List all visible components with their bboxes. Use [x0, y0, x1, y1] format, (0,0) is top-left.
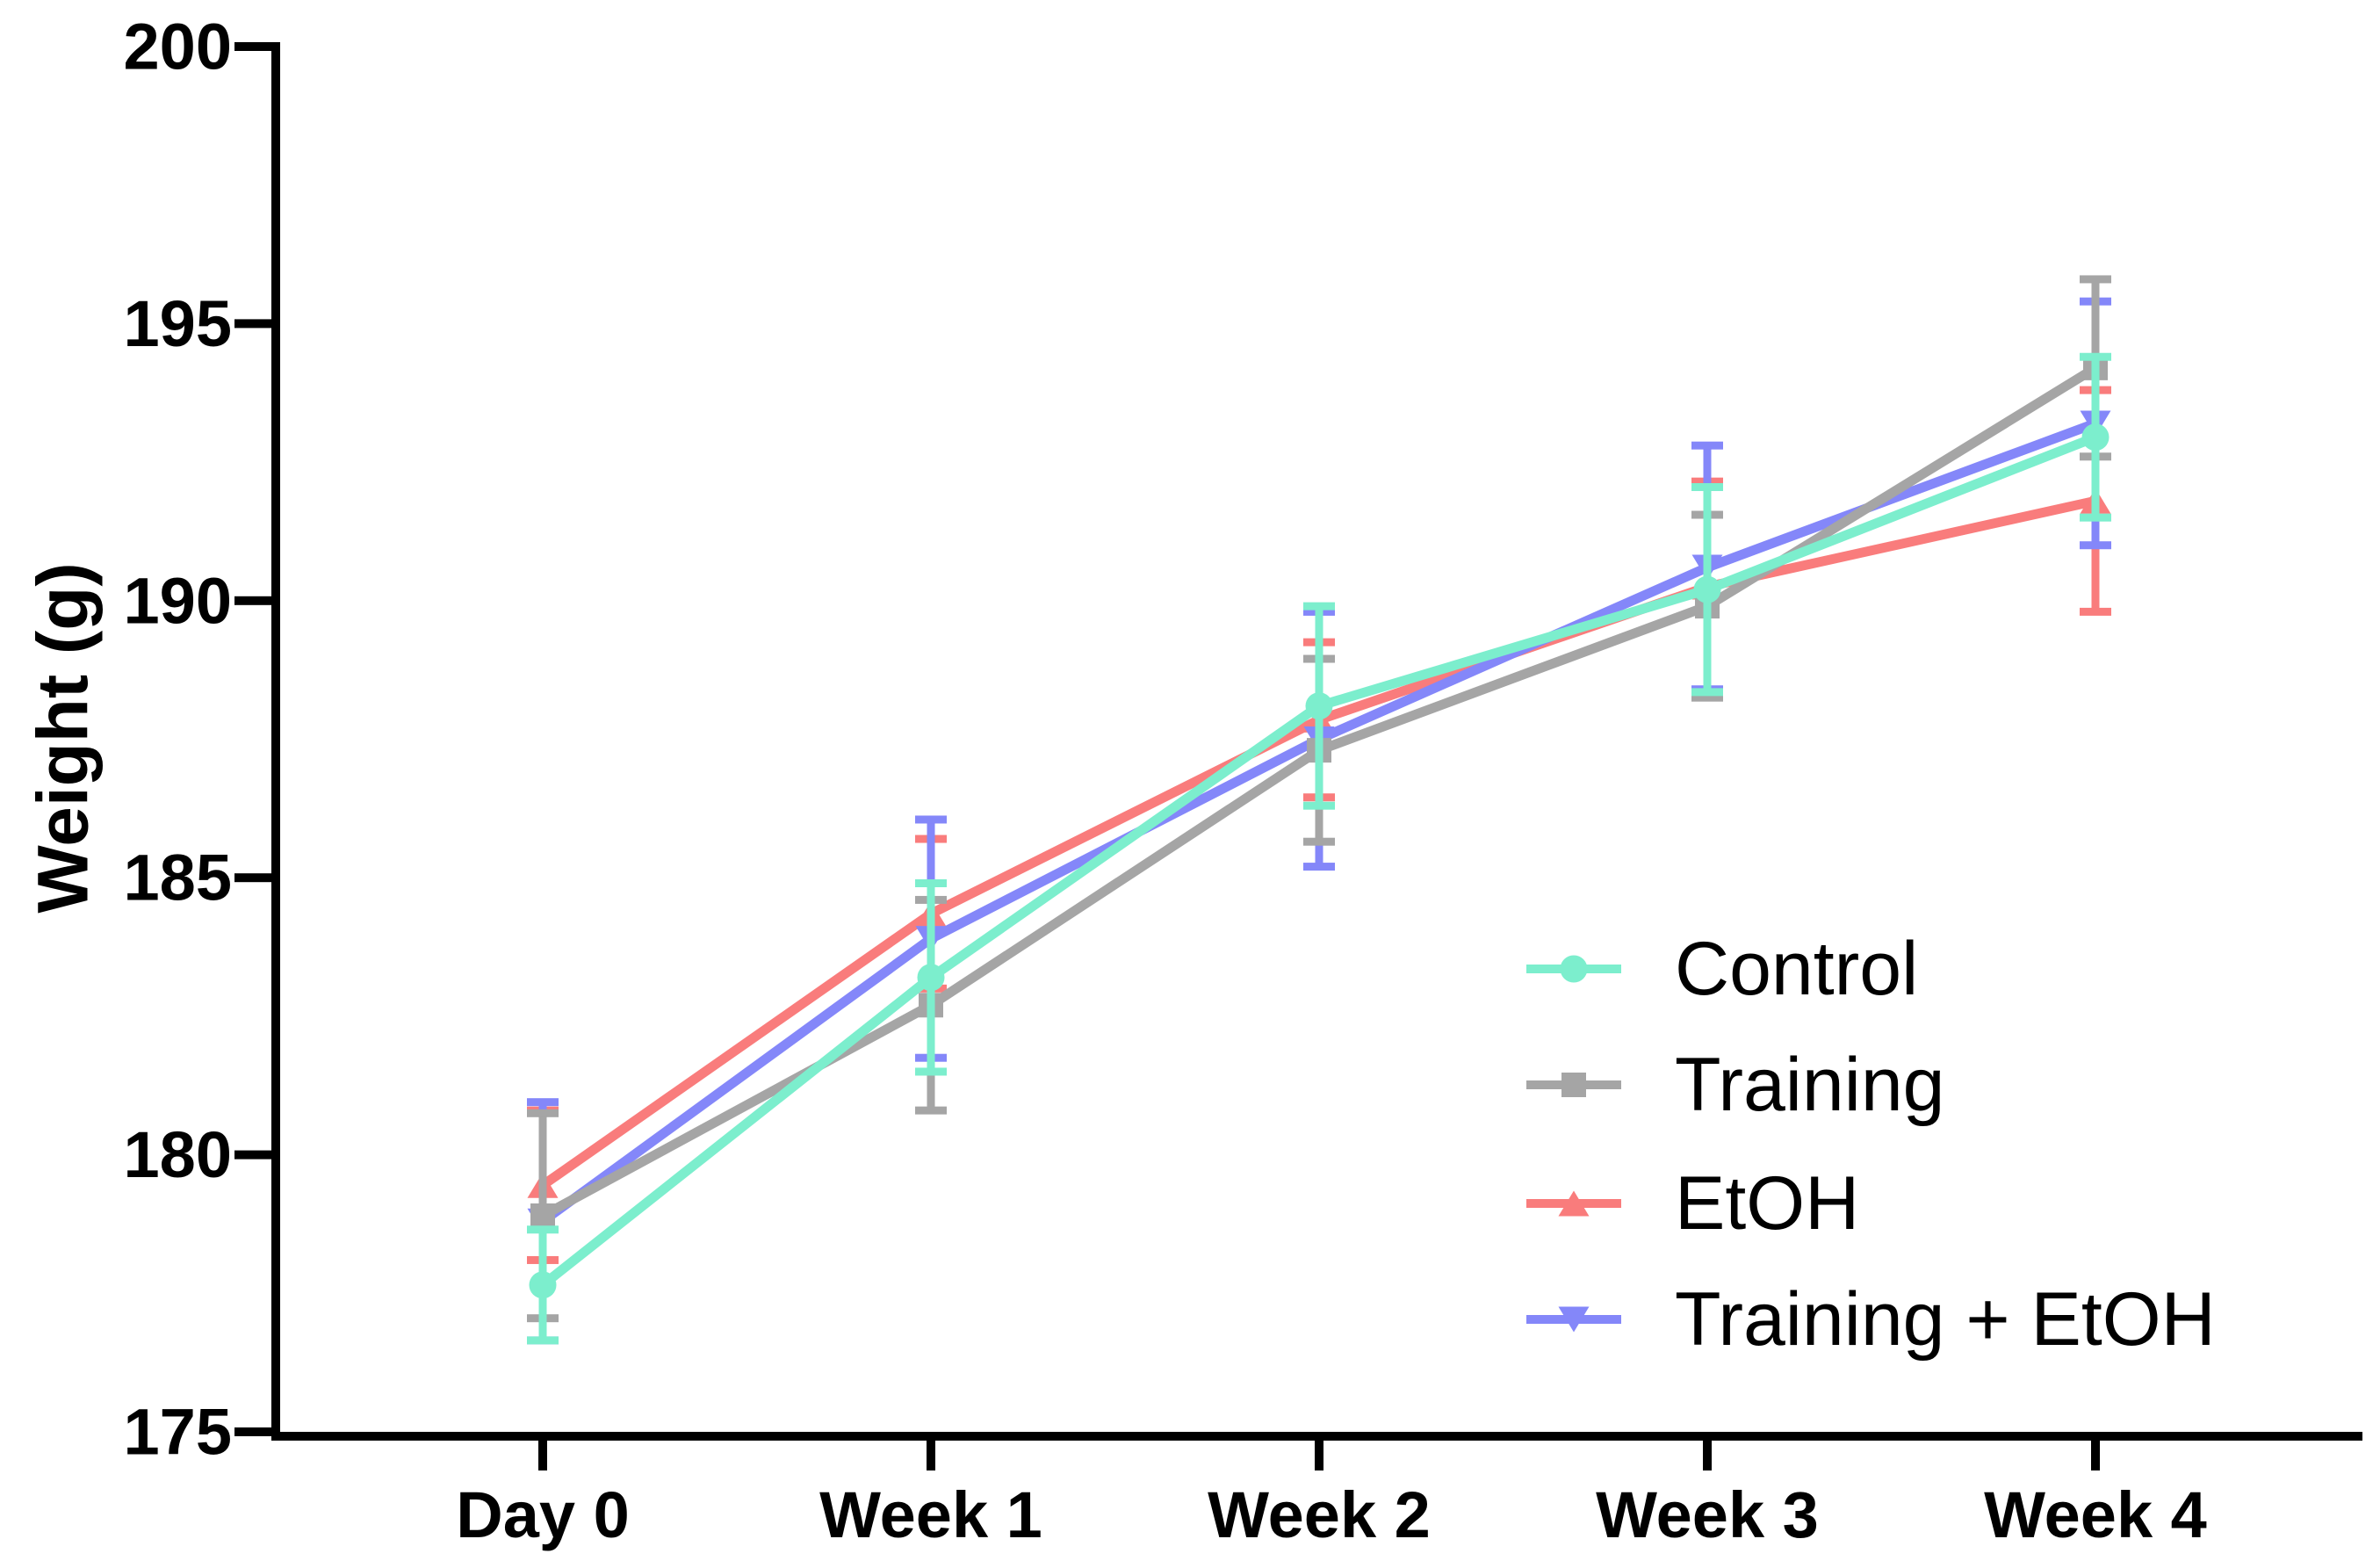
series-control: [527, 352, 2111, 1345]
x-tick-label: Week 1: [819, 1478, 1042, 1551]
control-marker: [1305, 692, 1333, 720]
y-tick: [234, 1427, 271, 1436]
error-bar-cap-bottom: [527, 1336, 559, 1345]
error-bar-cap-bottom: [1691, 688, 1723, 697]
y-tick: [234, 873, 271, 883]
error-bar-cap-top: [527, 1098, 559, 1107]
control-marker: [2081, 423, 2110, 452]
y-axis-spine: [271, 42, 280, 1441]
error-bar-cap-top: [2080, 275, 2111, 284]
y-tick: [234, 1150, 271, 1160]
legend-label: Training: [1675, 1043, 1945, 1127]
data-series: [527, 275, 2111, 1345]
error-bar-cap-bottom: [2080, 541, 2111, 550]
y-tick: [234, 596, 271, 605]
y-tick-label: 190: [124, 564, 232, 637]
y-tick: [234, 42, 271, 51]
x-axis-spine: [271, 1432, 2362, 1441]
error-bar-cap-bottom: [915, 1106, 947, 1115]
legend-item-control: Control: [1526, 927, 1918, 1011]
error-bar-cap-top: [527, 1109, 559, 1117]
error-bar-cap-bottom: [1691, 693, 1723, 702]
x-tick: [927, 1441, 935, 1470]
x-tick: [1315, 1441, 1323, 1470]
y-tick-label: 180: [124, 1118, 232, 1191]
x-tick-label: Week 2: [1208, 1478, 1431, 1551]
x-tick-label: Week 3: [1596, 1478, 1819, 1551]
legend-item-training: Training: [1526, 1043, 1945, 1127]
y-axis-title: Weight (g): [24, 562, 104, 913]
error-bar-cap-top: [1691, 482, 1723, 491]
error-bar-cap-top: [527, 1225, 559, 1234]
legend: Control Training EtOH Training + EtOH: [1526, 927, 2216, 1362]
control-marker: [529, 1271, 557, 1299]
error-bar-cap-bottom: [2080, 513, 2111, 522]
error-bar-cap-top: [1691, 441, 1723, 450]
y-tick-label: 175: [124, 1396, 232, 1469]
legend-triangle-up-marker: [1558, 1190, 1590, 1217]
y-tick-label: 195: [124, 287, 232, 360]
error-bar-cap-top: [1303, 602, 1335, 611]
legend-triangle-down-marker: [1558, 1306, 1590, 1333]
error-bar-cap-bottom: [915, 1067, 947, 1076]
legend-circle-marker: [1560, 955, 1588, 983]
error-bar-cap-top: [915, 879, 947, 888]
y-tick: [234, 319, 271, 329]
error-bar-cap-bottom: [1303, 801, 1335, 810]
legend-square-marker: [1561, 1073, 1586, 1097]
y-tick-label: 185: [124, 842, 232, 914]
x-tick-label: Week 4: [1984, 1478, 2207, 1551]
control-marker: [1693, 575, 1721, 603]
legend-label: EtOH: [1675, 1161, 1859, 1246]
x-tick: [538, 1441, 547, 1470]
legend-item-etoh: EtOH: [1526, 1161, 1859, 1246]
x-tick-label: Day 0: [456, 1478, 629, 1551]
control-marker: [917, 964, 945, 992]
legend-label: Control: [1675, 927, 1918, 1011]
x-tick: [1703, 1441, 1712, 1470]
y-tick-label: 200: [124, 11, 232, 83]
error-bar-cap-bottom: [1303, 863, 1335, 871]
legend-label: Training + EtOH: [1675, 1277, 2216, 1362]
error-bar-cap-top: [915, 815, 947, 824]
legend-item-training-etoh: Training + EtOH: [1526, 1277, 2216, 1362]
training-marker: [530, 1203, 555, 1228]
error-bar-cap-bottom: [2080, 607, 2111, 616]
x-tick: [2091, 1441, 2100, 1470]
error-bar-cap-bottom: [1303, 837, 1335, 846]
error-bar-cap-top: [2080, 352, 2111, 361]
axes: 175 180 185 190 195 200 Day 0 Week 1 Week 2 Week …: [124, 11, 2362, 1551]
